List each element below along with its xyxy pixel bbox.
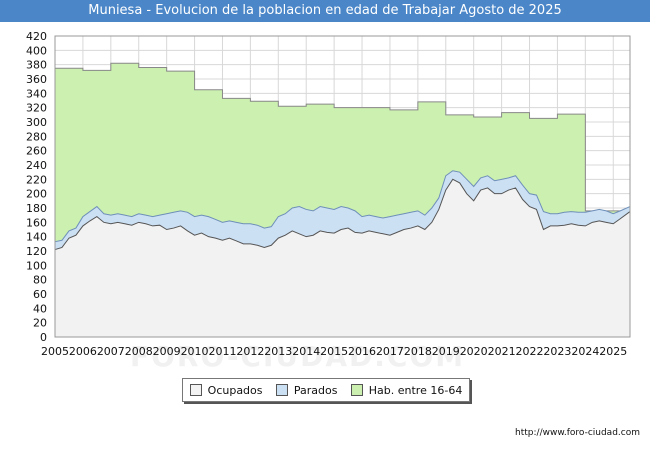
y-tick-label: 260 [26, 145, 47, 158]
x-tick-label: 2021 [488, 345, 516, 358]
x-tick-label: 2010 [181, 345, 209, 358]
y-tick-label: 60 [33, 288, 47, 301]
area-ocupados [55, 179, 630, 337]
y-tick-label: 180 [26, 202, 47, 215]
legend-item-ocupados: Ocupados [189, 383, 263, 397]
x-tick-label: 2023 [543, 345, 571, 358]
x-tick-label: 2008 [125, 345, 153, 358]
y-tick-label: 400 [26, 44, 47, 57]
y-tick-label: 200 [26, 188, 47, 201]
legend-swatch-parados [275, 384, 288, 396]
x-tick-label: 2014 [292, 345, 320, 358]
x-tick-label: 2011 [208, 345, 236, 358]
x-tick-label: 2016 [348, 345, 376, 358]
plot-border [54, 35, 631, 338]
y-tick-label: 420 [26, 30, 47, 43]
x-tick-label: 2005 [41, 345, 69, 358]
y-tick-label: 120 [26, 245, 47, 258]
x-tick-label: 2025 [599, 345, 627, 358]
x-tick-label: 2012 [236, 345, 264, 358]
y-tick-label: 340 [26, 87, 47, 100]
y-tick-label: 320 [26, 102, 47, 115]
source-link[interactable]: http://www.foro-ciudad.com [515, 428, 640, 438]
x-tick-label: 2013 [264, 345, 292, 358]
y-tick-label: 100 [26, 259, 47, 272]
legend-item-parados: Parados [275, 383, 338, 397]
y-tick-label: 20 [33, 317, 47, 330]
chart-title: Muniesa - Evolucion de la poblacion en e… [0, 0, 650, 22]
x-tick-label: 2024 [571, 345, 599, 358]
y-tick-label: 0 [40, 331, 47, 344]
line-parados [54, 170, 631, 243]
y-tick-label: 240 [26, 159, 47, 172]
x-tick-label: 2022 [516, 345, 544, 358]
watermark-text: FORO-CIUDAD.COM [130, 340, 466, 373]
y-tick-label: 360 [26, 73, 47, 86]
x-tick-label: 2006 [69, 345, 97, 358]
x-tick-label: 2017 [376, 345, 404, 358]
y-tick-label: 140 [26, 231, 47, 244]
x-tick-label: 2007 [97, 345, 125, 358]
legend-label-hab: Hab. entre 16-64 [368, 383, 463, 397]
legend-item-hab: Hab. entre 16-64 [350, 383, 463, 397]
y-tick-label: 380 [26, 59, 47, 72]
legend-label-parados: Parados [293, 383, 338, 397]
x-tick-label: 2020 [460, 345, 488, 358]
legend-label-ocupados: Ocupados [207, 383, 263, 397]
chart-legend: Ocupados Parados Hab. entre 16-64 [182, 378, 470, 402]
y-tick-label: 220 [26, 173, 47, 186]
x-tick-label: 2018 [404, 345, 432, 358]
line-hab-16-64 [55, 62, 630, 212]
line-ocupados [54, 178, 631, 251]
y-tick-label: 160 [26, 216, 47, 229]
y-tick-label: 280 [26, 130, 47, 143]
legend-swatch-hab [350, 384, 363, 396]
x-tick-label: 2019 [432, 345, 460, 358]
x-tick-label: 2009 [153, 345, 181, 358]
legend-swatch-ocupados [189, 384, 202, 396]
y-tick-label: 40 [33, 302, 47, 315]
y-tick-label: 300 [26, 116, 47, 129]
y-tick-label: 80 [33, 274, 47, 287]
x-tick-label: 2015 [320, 345, 348, 358]
